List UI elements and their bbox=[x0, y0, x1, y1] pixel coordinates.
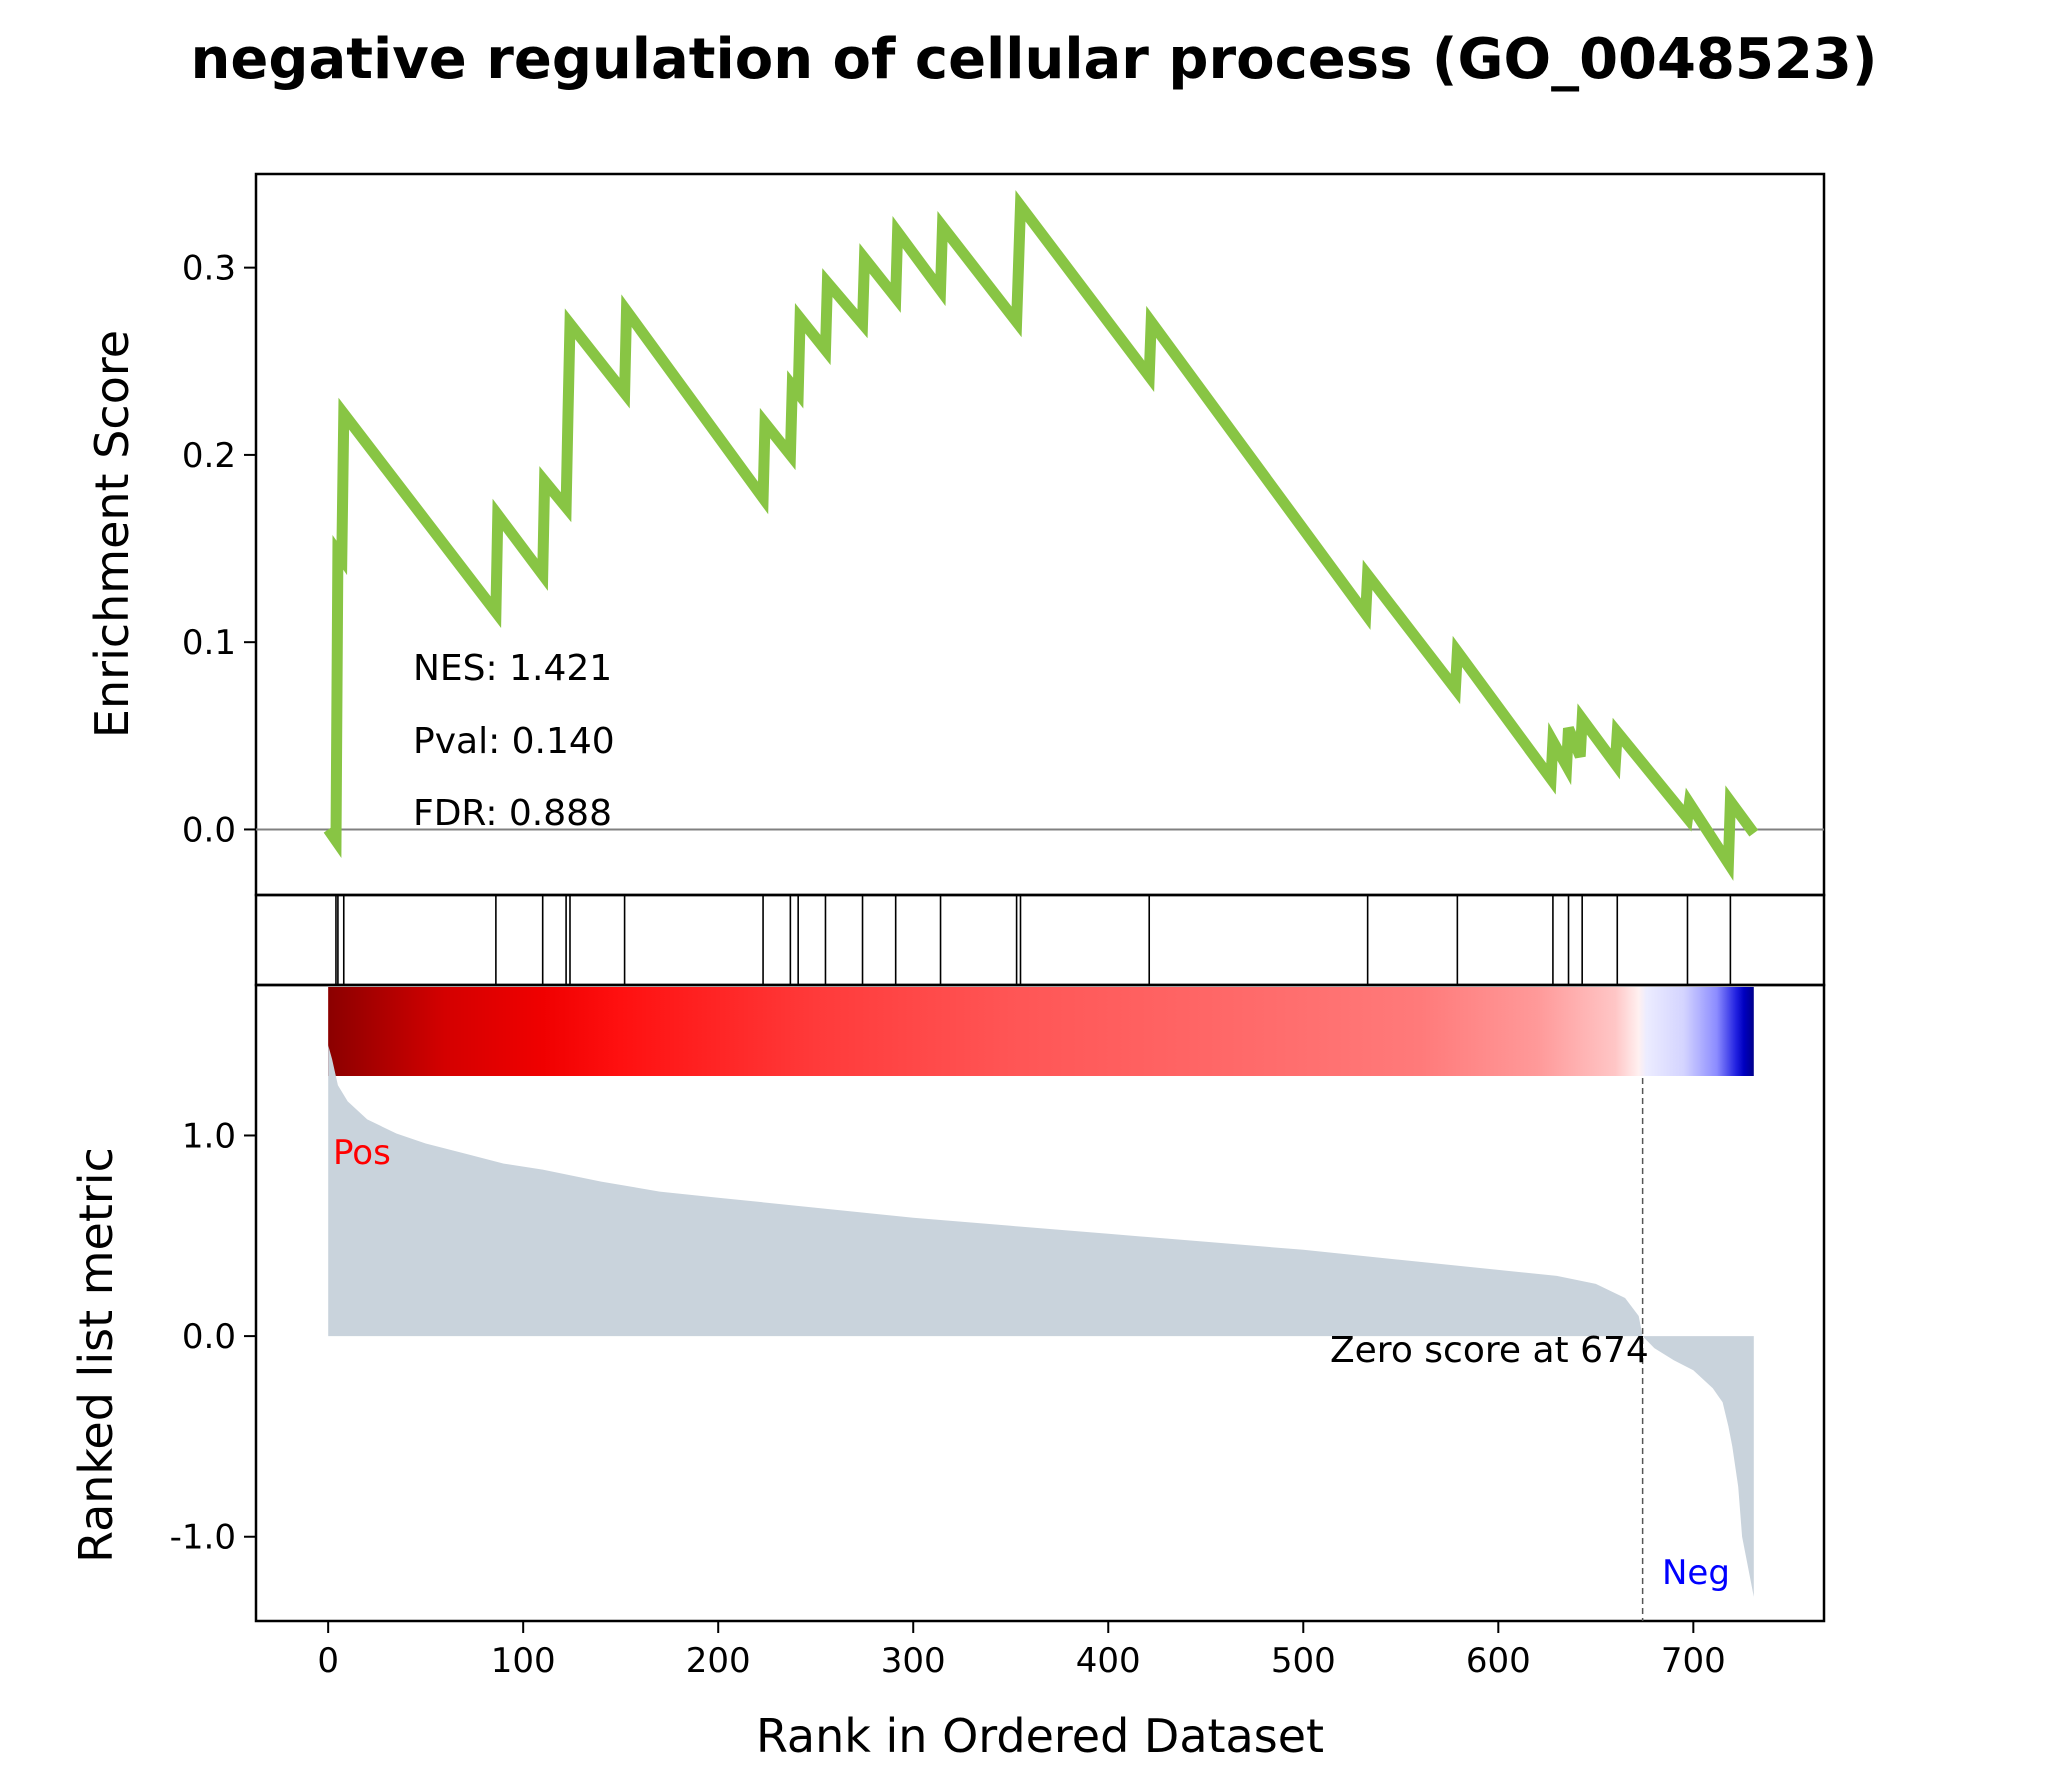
es-panel-frame bbox=[254, 172, 1826, 897]
pos-label: Pos bbox=[333, 1133, 391, 1173]
rank-y-ticks: 1.0 0.0 -1.0 bbox=[170, 1116, 256, 1558]
x-tick-label: 300 bbox=[881, 1641, 946, 1681]
x-axis-label: Rank in Ordered Dataset bbox=[756, 1709, 1324, 1763]
ranked-ylabel: Ranked list metric bbox=[69, 1147, 123, 1563]
enrichment-score-panel: Enrichment Score 0.0 0.1 0.2 0.3 NES: 1.421… bbox=[85, 172, 1826, 897]
x-tick-label: 500 bbox=[1271, 1641, 1336, 1681]
ranked-list-panel: Ranked list metric 1.0 0.0 -1.0 Pos Neg Ze… bbox=[69, 983, 1826, 1623]
nes-annotation: NES: 1.421 bbox=[413, 648, 612, 689]
x-tick-label: 100 bbox=[491, 1641, 556, 1681]
x-tick-label: 0 bbox=[317, 1641, 339, 1681]
hits-panel bbox=[254, 893, 1826, 987]
es-y-tick-label: 0.2 bbox=[182, 436, 236, 476]
es-y-tick-label: 0.0 bbox=[182, 810, 236, 850]
rank-y-tick-label: 0.0 bbox=[182, 1317, 236, 1357]
x-axis-ticks: 0 100 200 300 400 500 600 700 bbox=[317, 1621, 1726, 1681]
pval-annotation: Pval: 0.140 bbox=[413, 721, 615, 762]
x-tick-label: 700 bbox=[1661, 1641, 1726, 1681]
enrichment-score-line bbox=[323, 190, 1759, 881]
rank-color-bar bbox=[328, 987, 1754, 1076]
es-y-tick-label: 0.1 bbox=[182, 623, 236, 663]
neg-label: Neg bbox=[1662, 1553, 1730, 1593]
es-y-tick-label: 0.3 bbox=[182, 249, 236, 289]
x-tick-label: 200 bbox=[686, 1641, 751, 1681]
es-ylabel: Enrichment Score bbox=[85, 330, 139, 738]
hits-panel-frame bbox=[254, 893, 1826, 987]
x-tick-label: 600 bbox=[1466, 1641, 1531, 1681]
zero-score-label: Zero score at 674 bbox=[1330, 1330, 1649, 1371]
fdr-annotation: FDR: 0.888 bbox=[413, 793, 612, 834]
rank-panel-frame bbox=[254, 983, 1826, 1623]
rank-y-tick-label: -1.0 bbox=[170, 1518, 236, 1558]
hit-lines bbox=[335, 895, 1732, 985]
chart-title: negative regulation of cellular process … bbox=[191, 27, 1878, 92]
x-tick-label: 400 bbox=[1076, 1641, 1141, 1681]
ranked-metric-fill bbox=[328, 1045, 1754, 1597]
rank-y-tick-label: 1.0 bbox=[182, 1116, 236, 1156]
es-y-ticks: 0.0 0.1 0.2 0.3 bbox=[182, 249, 256, 850]
